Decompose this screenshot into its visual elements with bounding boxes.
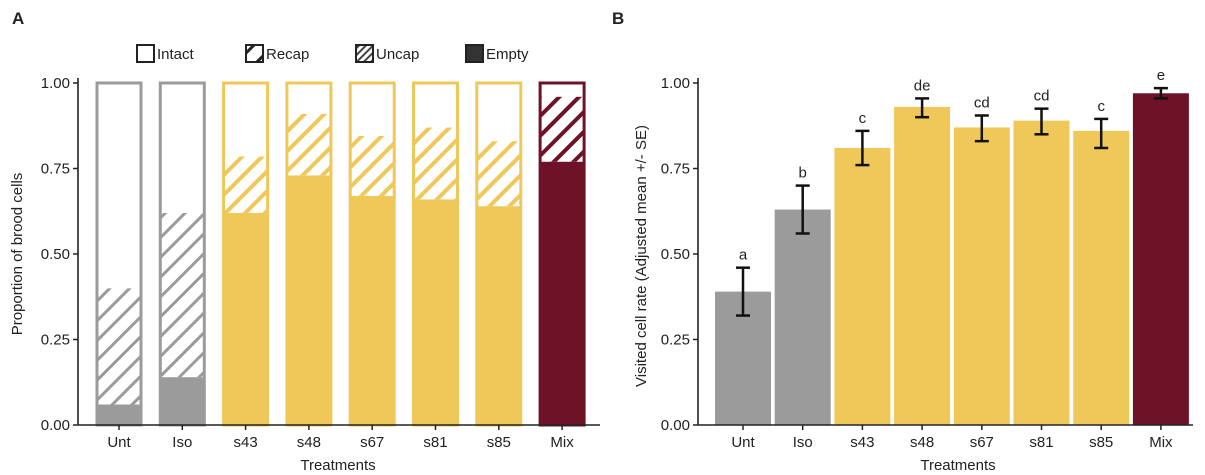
panel-a-y-tick-label: 1.00: [41, 75, 70, 92]
panel-b-y-tick-label: 0.25: [661, 332, 690, 349]
bar-s48: [894, 106, 951, 425]
bar-segment-intact-Mix: [540, 83, 585, 97]
panel-b-y-tick-label: 0.00: [661, 417, 690, 434]
panel-b-x-axis-title: Treatments: [920, 457, 995, 474]
bar-segment-empty-s67: [350, 195, 395, 425]
panel-b-x-tick-label: Unt: [731, 434, 755, 451]
bar-segment-recap-s81: [413, 127, 458, 200]
panel-a-axes: 0.00 0.25 0.50 0.75 1.00 Unt Iso s43 s48 s67 s81 s8…: [41, 75, 600, 451]
bar-segment-uncap-Unt: [97, 288, 141, 405]
panel-b-x-tick-label: s67: [970, 434, 994, 451]
legend-label-intact: Intact: [157, 46, 195, 63]
panel-a-label: A: [12, 9, 24, 28]
legend-swatch-empty: [465, 44, 484, 63]
panel-b-x-tick-label: s48: [910, 434, 934, 451]
bar-segment-empty-Unt: [97, 404, 141, 425]
legend-swatch-intact: [136, 44, 155, 63]
significance-letter-s85: c: [1097, 98, 1105, 115]
panel-a-x-tick-label: s67: [360, 434, 384, 451]
bar-s43: [834, 147, 891, 426]
panel-a-y-axis-title: Proportion of brood cells: [9, 173, 26, 336]
bar-Iso: [774, 209, 831, 425]
panel-b-x-tick-label: s81: [1029, 434, 1053, 451]
bar-segment-empty-s43: [223, 212, 268, 425]
significance-letter-s67: cd: [974, 94, 990, 111]
bar-segment-uncap-Iso: [160, 212, 205, 378]
legend-label-empty: Empty: [486, 46, 529, 63]
panel-a-legend: Intact Recap Uncap Empty: [136, 44, 529, 63]
legend-label-uncap: Uncap: [376, 46, 419, 63]
panel-a-x-tick-label: s48: [297, 434, 321, 451]
bar-segment-empty-s81: [413, 199, 458, 425]
bar-s81: [1013, 120, 1070, 426]
bar-segment-intact-s81: [413, 83, 458, 128]
significance-letter-Mix: e: [1157, 67, 1165, 84]
bar-segment-empty-s85: [476, 206, 521, 425]
panel-b-bars: a b c de cd cd c e: [715, 67, 1189, 426]
bar-segment-intact-s85: [476, 83, 521, 142]
panel-a-x-tick-label: s43: [234, 434, 258, 451]
legend-label-recap: Recap: [266, 46, 309, 63]
bar-segment-recap-s43: [223, 156, 268, 213]
panel-a-x-tick-label: s85: [487, 434, 511, 451]
bar-segment-recap-s48: [286, 113, 331, 176]
bar-segment-empty-s48: [286, 175, 331, 425]
bar-segment-empty-Iso: [160, 377, 205, 425]
significance-letter-s43: c: [859, 110, 867, 127]
legend-swatch-uncap: [355, 44, 374, 63]
panel-b-x-tick-label: s85: [1089, 434, 1113, 451]
panel-b-y-tick-label: 0.50: [661, 246, 690, 263]
bar-Mix: [1132, 93, 1189, 425]
panel-b-axes: 0.00 0.25 0.50 0.75 1.00 Unt Iso s43 s48 s67 s81 s8…: [661, 75, 1193, 451]
bar-segment-intact-s48: [286, 83, 331, 114]
panel-a-x-tick-label: Iso: [172, 434, 192, 451]
significance-letter-s48: de: [914, 77, 931, 94]
significance-letter-Iso: b: [799, 165, 807, 182]
bar-segment-intact-Iso: [160, 83, 205, 213]
panel-b-y-axis-title: Visited cell rate (Adjusted mean +/- SE): [633, 125, 650, 387]
legend-swatch-recap: [245, 44, 264, 63]
panel-a-y-tick-label: 0.00: [41, 417, 70, 434]
bar-segment-empty-Mix: [540, 161, 585, 425]
bar-segment-recap-s67: [350, 136, 395, 196]
bar-segment-recap-Mix: [540, 96, 585, 162]
panel-a-stacked-bar-chart: A Intact Recap Uncap Empty 0.00 0.25 0.50 0.75…: [9, 9, 600, 474]
panel-a-x-axis-title: Treatments: [300, 457, 375, 474]
panel-a-x-tick-label: s81: [423, 434, 447, 451]
panel-a-bars: [95, 81, 586, 427]
panel-b-x-tick-label: Mix: [1149, 434, 1173, 451]
bar-segment-intact-Unt: [97, 83, 141, 289]
bar-segment-recap-s85: [476, 141, 521, 207]
panel-b-y-tick-label: 0.75: [661, 161, 690, 178]
panel-b-x-tick-label: s43: [850, 434, 874, 451]
significance-letter-s81: cd: [1034, 88, 1050, 105]
bar-s85: [1073, 130, 1130, 425]
significance-letter-Unt: a: [739, 247, 748, 264]
panel-b-bar-chart: B a b c de cd cd c e 0.00 0.25 0.50 0.75 1.00 Unt Iso…: [612, 9, 1193, 474]
panel-a-y-tick-label: 0.75: [41, 161, 70, 178]
panel-a-y-tick-label: 0.25: [41, 332, 70, 349]
panel-a-x-tick-label: Mix: [550, 434, 574, 451]
panel-b-x-tick-label: Iso: [793, 434, 813, 451]
panel-a-x-tick-label: Unt: [107, 434, 131, 451]
panel-b-label: B: [612, 9, 624, 28]
bar-segment-intact-s43: [223, 83, 268, 157]
panel-a-y-tick-label: 0.50: [41, 246, 70, 263]
bar-segment-intact-s67: [350, 83, 395, 137]
bar-s67: [953, 127, 1010, 426]
panel-b-y-tick-label: 1.00: [661, 75, 690, 92]
